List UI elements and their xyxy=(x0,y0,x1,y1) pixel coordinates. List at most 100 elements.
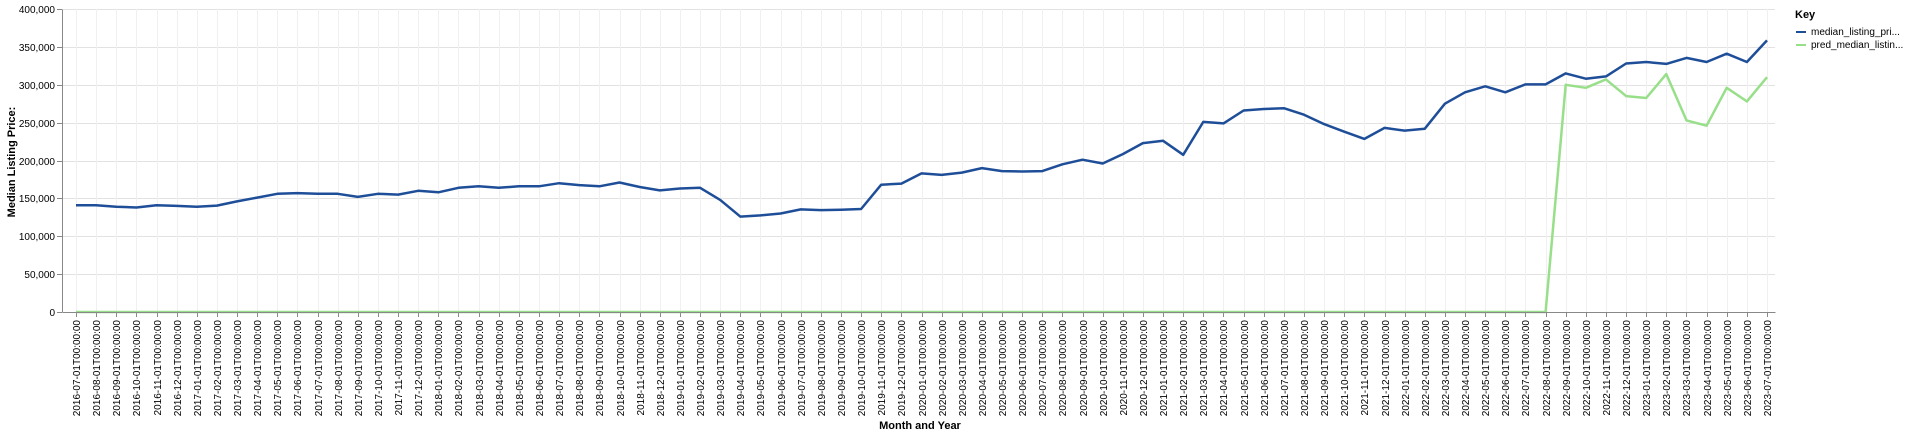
x-tick-label: 2022-10-01T00:00:00 xyxy=(1582,320,1593,417)
x-tick-label: 2022-05-01T00:00:00 xyxy=(1481,320,1492,417)
y-tick-label: 300,000 xyxy=(19,81,56,92)
x-tick-label: 2022-02-01T00:00:00 xyxy=(1421,320,1432,417)
x-tick-label: 2020-09-01T00:00:00 xyxy=(1079,320,1090,417)
x-tick-label: 2018-10-01T00:00:00 xyxy=(616,320,627,417)
gridlines xyxy=(62,9,1775,312)
x-tick-label: 2018-02-01T00:00:00 xyxy=(454,320,465,417)
x-tick-label: 2018-05-01T00:00:00 xyxy=(515,320,526,417)
legend-label-median: median_listing_pri... xyxy=(1811,27,1900,38)
x-axis-title: Month and Year xyxy=(879,420,961,432)
x-tick-label: 2018-04-01T00:00:00 xyxy=(495,320,506,417)
x-tick-label: 2021-04-01T00:00:00 xyxy=(1219,320,1230,417)
x-tick-label: 2020-05-01T00:00:00 xyxy=(998,320,1009,417)
y-tick-label: 250,000 xyxy=(19,119,56,130)
x-tick-label: 2021-12-01T00:00:00 xyxy=(1381,320,1392,417)
x-tick-label: 2019-01-01T00:00:00 xyxy=(676,320,687,417)
legend-label-pred: pred_median_listin... xyxy=(1811,40,1903,51)
x-tick-label: 2021-10-01T00:00:00 xyxy=(1340,320,1351,417)
x-tick-label: 2022-11-01T00:00:00 xyxy=(1602,320,1613,416)
x-tick-label: 2023-06-01T00:00:00 xyxy=(1743,320,1754,417)
x-tick-label: 2022-07-01T00:00:00 xyxy=(1521,320,1532,417)
x-tick-label: 2018-09-01T00:00:00 xyxy=(595,320,606,417)
x-tick-label: 2020-03-01T00:00:00 xyxy=(958,320,969,417)
y-tick-label: 350,000 xyxy=(19,43,56,54)
legend-title: Key xyxy=(1795,9,1816,21)
x-tick-label: 2021-08-01T00:00:00 xyxy=(1300,320,1311,417)
x-tick-label: 2019-12-01T00:00:00 xyxy=(897,320,908,417)
x-tick-label: 2017-01-01T00:00:00 xyxy=(193,320,204,417)
x-tick-label: 2019-02-01T00:00:00 xyxy=(696,320,707,417)
x-tick-label: 2021-05-01T00:00:00 xyxy=(1240,320,1251,417)
x-tick-label: 2023-03-01T00:00:00 xyxy=(1682,320,1693,417)
x-tick-label: 2021-01-01T00:00:00 xyxy=(1159,320,1170,417)
x-tick-label: 2016-10-01T00:00:00 xyxy=(132,320,143,417)
x-tick-label: 2020-04-01T00:00:00 xyxy=(978,320,989,417)
x-tick-label: 2019-06-01T00:00:00 xyxy=(777,320,788,417)
x-tick-label: 2017-10-01T00:00:00 xyxy=(374,320,385,417)
x-tick-label: 2019-11-01T00:00:00 xyxy=(877,320,888,416)
y-tick-label: 100,000 xyxy=(19,232,56,243)
x-tick-label: 2023-02-01T00:00:00 xyxy=(1662,320,1673,417)
x-tick-label: 2019-04-01T00:00:00 xyxy=(736,320,747,417)
x-tick-label: 2016-08-01T00:00:00 xyxy=(92,320,103,417)
series-lines xyxy=(76,39,1768,314)
x-tick-label: 2023-05-01T00:00:00 xyxy=(1723,320,1734,417)
x-tick-label: 2017-09-01T00:00:00 xyxy=(354,320,365,417)
x-tick-label: 2017-02-01T00:00:00 xyxy=(213,320,224,417)
series-line-median-listing-price xyxy=(76,39,1768,218)
x-tick-label: 2021-07-01T00:00:00 xyxy=(1280,320,1291,417)
x-tick-label: 2020-10-01T00:00:00 xyxy=(1099,320,1110,417)
x-tick-label: 2019-08-01T00:00:00 xyxy=(817,320,828,417)
x-tick-label: 2018-08-01T00:00:00 xyxy=(575,320,586,417)
x-tick-label: 2022-12-01T00:00:00 xyxy=(1622,320,1633,417)
x-tick-label: 2022-04-01T00:00:00 xyxy=(1461,320,1472,417)
x-tick-label: 2023-01-01T00:00:00 xyxy=(1642,320,1653,417)
x-tick-label: 2016-11-01T00:00:00 xyxy=(153,320,164,416)
x-tick-label: 2020-11-01T00:00:00 xyxy=(1119,320,1130,416)
x-tick-label: 2016-07-01T00:00:00 xyxy=(72,320,83,417)
x-tick-label: 2020-01-01T00:00:00 xyxy=(918,320,929,417)
x-tick-label: 2021-11-01T00:00:00 xyxy=(1360,320,1371,416)
x-tick-label: 2021-03-01T00:00:00 xyxy=(1199,320,1210,417)
y-tick-label: 400,000 xyxy=(19,5,56,16)
x-tick-label: 2022-01-01T00:00:00 xyxy=(1401,320,1412,417)
x-tick-label: 2017-07-01T00:00:00 xyxy=(314,320,325,417)
x-tick-label: 2023-04-01T00:00:00 xyxy=(1703,320,1714,417)
x-tick-label: 2017-11-01T00:00:00 xyxy=(394,320,405,416)
legend: Key median_listing_pri... pred_median_li… xyxy=(1795,9,1903,51)
x-tick-label: 2020-08-01T00:00:00 xyxy=(1058,320,1069,417)
x-tick-label: 2019-05-01T00:00:00 xyxy=(756,320,767,417)
x-tick-label: 2018-01-01T00:00:00 xyxy=(434,320,445,417)
y-axis-ticks: 0 50,000 100,000 150,000 200,000 250,000 300,0… xyxy=(19,5,62,319)
x-tick-label: 2017-08-01T00:00:00 xyxy=(334,320,345,417)
y-tick-label: 200,000 xyxy=(19,157,56,168)
x-tick-label: 2018-11-01T00:00:00 xyxy=(636,320,647,416)
y-tick-label: 50,000 xyxy=(24,270,55,281)
x-tick-label: 2021-06-01T00:00:00 xyxy=(1260,320,1271,417)
x-tick-label: 2016-09-01T00:00:00 xyxy=(112,320,123,417)
x-tick-label: 2018-07-01T00:00:00 xyxy=(555,320,566,417)
x-tick-label: 2020-02-01T00:00:00 xyxy=(938,320,949,417)
x-tick-label: 2018-06-01T00:00:00 xyxy=(535,320,546,417)
y-tick-label: 150,000 xyxy=(19,194,56,205)
x-tick-label: 2016-12-01T00:00:00 xyxy=(173,320,184,417)
x-tick-label: 2022-09-01T00:00:00 xyxy=(1562,320,1573,417)
x-tick-label: 2019-07-01T00:00:00 xyxy=(797,320,808,417)
x-tick-label: 2019-03-01T00:00:00 xyxy=(716,320,727,417)
x-tick-label: 2020-06-01T00:00:00 xyxy=(1018,320,1029,417)
x-tick-label: 2019-09-01T00:00:00 xyxy=(837,320,848,417)
x-tick-label: 2022-06-01T00:00:00 xyxy=(1501,320,1512,417)
x-tick-label: 2021-09-01T00:00:00 xyxy=(1320,320,1331,417)
x-tick-label: 2022-08-01T00:00:00 xyxy=(1542,320,1553,417)
x-tick-label: 2018-12-01T00:00:00 xyxy=(656,320,667,417)
x-tick-label: 2022-03-01T00:00:00 xyxy=(1441,320,1452,417)
y-tick-label: 0 xyxy=(49,308,55,319)
x-tick-label: 2017-04-01T00:00:00 xyxy=(253,320,264,417)
x-tick-label: 2020-12-01T00:00:00 xyxy=(1139,320,1150,417)
x-tick-label: 2019-10-01T00:00:00 xyxy=(857,320,868,417)
x-tick-label: 2018-03-01T00:00:00 xyxy=(475,320,486,417)
x-axis-ticks: 2016-07-01T00:00:00 2016-08-01T00:00:00 20… xyxy=(72,312,1774,416)
x-tick-label: 2017-06-01T00:00:00 xyxy=(293,320,304,417)
y-axis-title: Median Listing Price: xyxy=(6,107,18,218)
